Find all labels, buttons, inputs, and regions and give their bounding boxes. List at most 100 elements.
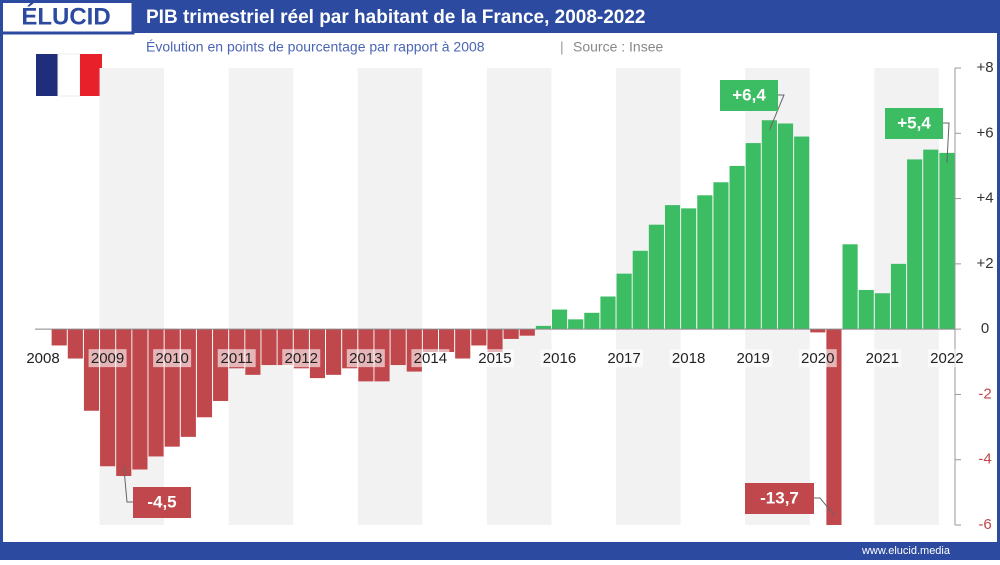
bar [697,195,713,330]
x-tick-label: 2010 [155,350,188,367]
bar [67,329,83,359]
subtitle: Évolution en points de pourcentage par r… [146,39,485,55]
footer-bar [0,542,1000,560]
year-band [357,68,423,525]
bar [810,329,826,333]
bar [83,329,100,411]
x-tick-label: 2015 [478,350,511,367]
bar [681,208,697,330]
bar [568,319,584,330]
x-label-bg [475,349,514,368]
value-label: -13,7 [760,488,799,507]
x-tick-label: 2016 [543,350,576,367]
year-band [486,68,552,525]
bar [535,325,551,330]
bar [422,329,439,352]
x-tick-label: 2009 [91,350,124,367]
x-label-bg [282,349,321,368]
y-tick-label: 0 [981,320,989,337]
x-tick-label: 2013 [349,350,382,367]
bar [326,329,342,375]
bar [777,123,794,330]
x-label-bg [411,349,450,368]
x-tick-label: 2021 [866,350,899,367]
bar [455,329,471,359]
x-tick-label: 2011 [221,350,253,367]
value-label: +5,4 [897,113,931,132]
bar [729,165,745,330]
bar [439,329,455,352]
chart-title: PIB trimestriel réel par habitant de la … [146,7,646,28]
bar [923,149,939,330]
bar [584,312,600,330]
x-label-bg [217,349,256,368]
x-tick-label: 2012 [285,350,318,367]
y-tick-label: -2 [978,385,991,402]
bar [600,296,616,330]
bar [196,329,213,418]
x-tick-label: 2019 [736,350,769,367]
value-label: -4,5 [147,492,176,511]
bar [471,329,487,346]
x-label-bg [153,349,192,368]
bar [842,244,858,330]
plot: +8 +6 +4 +2 0 -2 -4 -6 2008 2009 2010 2011 2012 2013 2… [24,59,994,533]
y-tick-label: +8 [976,59,993,76]
separator: | [560,39,564,55]
x-label-bg [88,349,127,368]
x-label-bg [540,349,579,368]
year-band [228,68,294,525]
bar [858,289,874,330]
bar [616,273,632,330]
source: Source : Insee [573,39,663,55]
leader-line [814,497,835,516]
x-label-bg [605,349,644,368]
x-tick-label: 2014 [414,350,447,367]
bar [745,143,761,330]
bar [519,329,535,336]
label-box [720,80,778,111]
y-tick-label: +4 [976,190,993,207]
brand: ÉLUCID [21,2,110,30]
x-label-bg [346,349,385,368]
bar [939,152,955,330]
x-tick-label: 2020 [801,350,834,367]
bar [874,293,890,330]
x-tick-label: 2008 [26,350,59,367]
bar [180,329,196,437]
bar [890,263,907,330]
bar [487,329,503,352]
bar [503,329,519,339]
value-label: +6,4 [732,85,766,104]
bar [761,120,777,330]
bar [132,329,148,470]
x-tick-label: 2022 [930,350,963,367]
leader-line [123,465,133,503]
y-tick-label: -4 [978,451,991,468]
bar [632,250,648,330]
x-label-bg [927,349,966,368]
bar [551,309,568,330]
footer-url: www.elucid.media [861,545,951,557]
y-tick-label: -6 [978,516,991,533]
leader-line [768,94,785,131]
bar [713,182,729,330]
label-box [745,483,814,514]
bar [148,329,164,457]
bar [261,329,277,366]
bar [648,224,664,330]
bar [664,205,681,330]
label-box [133,487,191,518]
x-label-bg [734,349,773,368]
logo-box [0,0,135,35]
bar [907,159,923,330]
x-tick-label: 2018 [672,350,705,367]
label-box [885,108,943,139]
y-tick-label: +6 [976,124,993,141]
leader-line [943,122,950,163]
header-bar [0,0,1000,33]
bar [164,329,180,447]
x-label-bg [669,349,708,368]
